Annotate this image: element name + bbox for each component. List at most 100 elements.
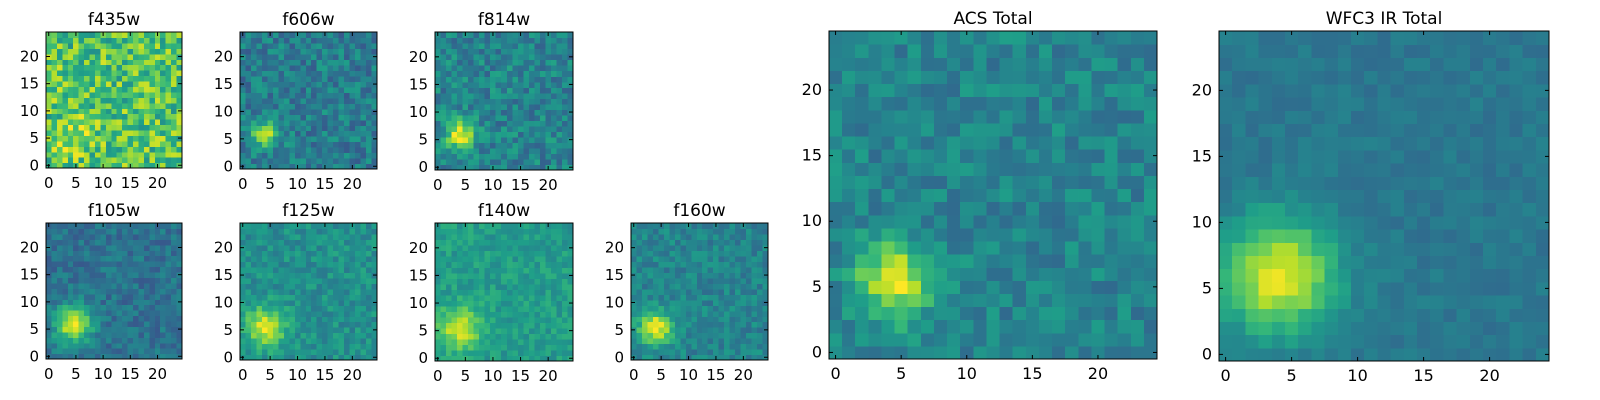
heatmap-cell: [245, 42, 252, 50]
heatmap-cell: [111, 255, 118, 262]
heatmap-cell: [154, 140, 161, 147]
heatmap-cell: [371, 305, 378, 312]
heatmap-cell: [556, 349, 563, 357]
heatmap-cell: [294, 316, 301, 323]
heatmap-cell: [506, 316, 513, 323]
heatmap-cell: [1025, 319, 1040, 334]
heatmap-cell: [762, 261, 769, 268]
heatmap-cell: [272, 141, 279, 148]
heatmap-cell: [289, 158, 296, 165]
heatmap-cell: [51, 228, 58, 235]
heatmap-cell: [484, 239, 491, 246]
heatmap-cell: [702, 294, 709, 301]
heatmap-cell: [62, 223, 69, 230]
heatmap-cell: [62, 250, 69, 257]
heatmap-cell: [446, 43, 453, 50]
heatmap-cell: [495, 131, 502, 138]
heatmap-cell: [327, 250, 334, 257]
heatmap-cell: [311, 108, 318, 115]
heatmap-cell: [360, 305, 367, 312]
heatmap-cell: [300, 103, 307, 110]
heatmap-cell: [973, 175, 988, 190]
heatmap-cell: [127, 250, 134, 257]
heatmap-cell: [462, 48, 469, 55]
heatmap-cell: [446, 98, 453, 105]
heatmap-cell: [506, 256, 513, 263]
heatmap-cell: [757, 283, 764, 290]
heatmap-cell: [89, 288, 96, 295]
heatmap-cell: [256, 158, 263, 165]
heatmap-cell: [446, 32, 453, 39]
heatmap-cell: [1025, 306, 1040, 321]
heatmap-cell: [300, 272, 307, 279]
heatmap-cell: [256, 130, 263, 137]
heatmap-cell: [495, 245, 502, 252]
heatmap-cell: [517, 70, 524, 77]
heatmap-cell: [84, 261, 91, 268]
heatmap-cell: [122, 342, 129, 349]
heatmap-cell: [165, 32, 172, 39]
heatmap-cell: [556, 333, 563, 340]
heatmap-cell: [160, 348, 167, 355]
heatmap-cell: [528, 344, 535, 351]
heatmap-cell: [468, 283, 475, 290]
heatmap-cell: [105, 304, 112, 311]
heatmap-cell: [160, 113, 167, 120]
heatmap-cell: [462, 294, 469, 301]
heatmap-cell: [56, 102, 63, 109]
heatmap-cell: [245, 81, 252, 88]
heatmap-cell: [636, 244, 643, 251]
heatmap-cell: [567, 92, 574, 99]
heatmap-cell: [272, 92, 279, 99]
heatmap-cell: [267, 338, 274, 345]
heatmap-cell: [473, 114, 480, 121]
heatmap-cell: [999, 306, 1014, 321]
heatmap-cell: [100, 244, 107, 251]
heatmap-cell: [534, 81, 541, 88]
heatmap-cell: [154, 64, 161, 71]
heatmap-cell: [647, 349, 654, 356]
heatmap-cell: [149, 304, 156, 311]
heatmap-cell: [506, 87, 513, 94]
y-tick-label: 20: [214, 239, 233, 257]
heatmap-cell: [73, 151, 80, 158]
heatmap-cell: [713, 299, 720, 306]
heatmap-cell: [973, 227, 988, 242]
heatmap-cell: [986, 332, 1001, 347]
heatmap-cell: [468, 54, 475, 61]
heatmap-cell: [338, 130, 345, 137]
heatmap-cell: [138, 86, 145, 93]
heatmap-cell: [250, 141, 258, 148]
heatmap-cell: [149, 59, 156, 66]
heatmap-cell: [84, 162, 91, 169]
panel-title: f606w: [282, 10, 334, 30]
heatmap-cell: [451, 316, 458, 323]
heatmap-cell: [435, 142, 442, 149]
heatmap-cell: [67, 244, 74, 251]
heatmap-cell: [138, 146, 145, 153]
heatmap-cell: [349, 158, 356, 165]
heatmap-cell: [561, 81, 569, 88]
heatmap-cell: [468, 114, 475, 121]
heatmap-cell: [261, 327, 268, 334]
heatmap-cell: [67, 320, 74, 327]
heatmap-cell: [947, 345, 961, 360]
heatmap-cell: [73, 342, 80, 349]
heatmap-cell: [154, 266, 161, 273]
heatmap-cell: [517, 311, 524, 318]
heatmap-cell: [73, 282, 80, 289]
heatmap-cell: [762, 316, 769, 323]
heatmap-cell: [138, 315, 145, 322]
heatmap-cell: [100, 261, 107, 268]
heatmap-cell: [550, 109, 558, 116]
heatmap-cell: [440, 153, 447, 160]
heatmap-cell: [528, 142, 535, 149]
heatmap-cell: [462, 245, 469, 252]
heatmap-cell: [550, 37, 558, 44]
heatmap-cell: [165, 310, 172, 317]
heatmap-cell: [316, 86, 323, 93]
heatmap-cell: [89, 151, 96, 158]
heatmap-cell: [240, 103, 247, 110]
heatmap-cell: [545, 234, 552, 241]
heatmap-cell: [160, 239, 167, 246]
